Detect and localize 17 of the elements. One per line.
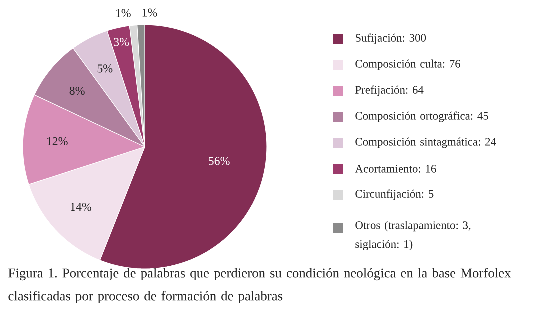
legend-label: Composición culta: 76: [356, 60, 461, 70]
text: Figura 1. Porcentaje de palabras que perdieron su condición neológica en la base Morfolex clasificadas por proceso de formación de palabras: [8, 268, 512, 304]
data-label: 14%: [71, 203, 92, 212]
data-label: 3%: [114, 38, 130, 46]
data-label: 5%: [98, 64, 113, 73]
legend-label: Composición ortográfica: 45: [356, 112, 488, 122]
legend-label: Otros (traslapamiento: 3, siglación: 1): [356, 221, 471, 251]
data-label: 1%: [142, 8, 158, 17]
legend-label: Circunfijación: 5: [356, 190, 434, 200]
data-label: 12%: [47, 137, 68, 146]
legend-label: Composición sintagmática: 24: [356, 138, 496, 148]
data-label: 1%: [116, 9, 131, 18]
legend-label: Sufijación: 300: [356, 34, 426, 44]
data-label: 8%: [70, 86, 85, 96]
data-label: 56%: [209, 157, 230, 166]
legend-label: Acortamiento: 16: [355, 165, 436, 173]
legend-label: Prefijación: 64: [356, 86, 424, 96]
